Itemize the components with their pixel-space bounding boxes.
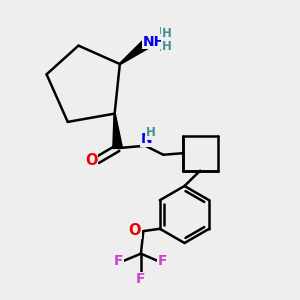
Text: H: H — [146, 126, 156, 139]
Text: H: H — [158, 26, 168, 39]
Text: H: H — [161, 27, 171, 40]
Text: N: N — [151, 34, 163, 49]
Polygon shape — [113, 114, 122, 148]
Text: O: O — [85, 153, 98, 168]
Text: F: F — [114, 254, 124, 268]
Text: F: F — [158, 254, 167, 268]
Text: H: H — [159, 41, 169, 54]
Text: O: O — [129, 223, 141, 238]
Text: N: N — [141, 132, 152, 146]
Polygon shape — [119, 41, 148, 64]
Text: H: H — [162, 40, 172, 53]
Text: F: F — [136, 272, 146, 286]
Text: NH: NH — [143, 34, 166, 49]
